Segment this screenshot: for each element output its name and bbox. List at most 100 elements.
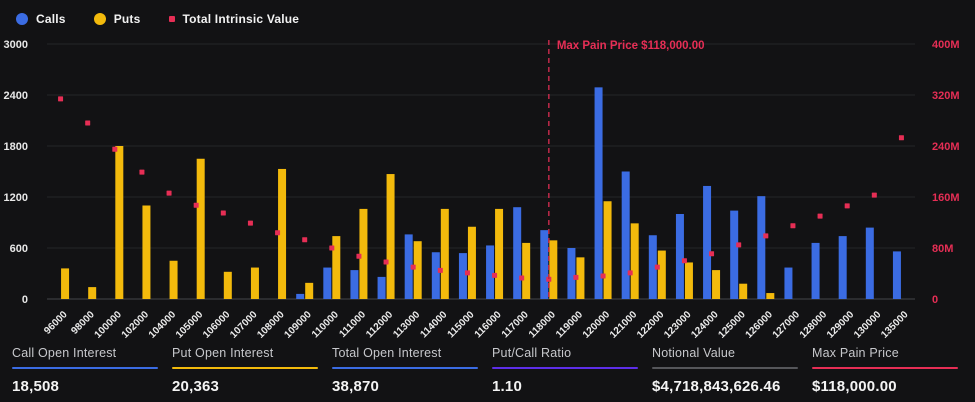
bar-puts[interactable] xyxy=(115,146,124,299)
bar-puts[interactable] xyxy=(549,240,558,299)
options-chart[interactable]: 3000 400M 2400 320M 1800 240M 1200 160M 600 80M 0 0… xyxy=(0,0,975,340)
x-axis-tick: 116000 xyxy=(473,309,504,340)
bar-calls[interactable] xyxy=(675,214,684,299)
legend-item-puts[interactable]: Puts xyxy=(93,12,141,26)
bar-calls[interactable] xyxy=(350,270,359,299)
intrinsic-value-point[interactable] xyxy=(193,202,199,208)
intrinsic-value-point[interactable] xyxy=(302,237,308,243)
intrinsic-value-point[interactable] xyxy=(464,270,470,276)
intrinsic-value-point[interactable] xyxy=(573,274,579,280)
x-axis-tick: 117000 xyxy=(500,309,531,340)
bar-puts[interactable] xyxy=(169,260,178,299)
intrinsic-value-point[interactable] xyxy=(220,210,226,216)
bar-puts[interactable] xyxy=(359,208,368,299)
bar-puts[interactable] xyxy=(332,236,341,299)
intrinsic-value-point[interactable] xyxy=(871,192,877,198)
bar-puts[interactable] xyxy=(603,201,612,299)
bar-calls[interactable] xyxy=(648,235,657,299)
bar-puts[interactable] xyxy=(684,262,693,299)
bar-calls[interactable] xyxy=(757,196,766,299)
intrinsic-value-point[interactable] xyxy=(546,276,552,282)
bar-puts[interactable] xyxy=(440,208,449,299)
bar-puts[interactable] xyxy=(576,257,585,299)
intrinsic-value-point[interactable] xyxy=(383,259,389,265)
intrinsic-value-point[interactable] xyxy=(627,270,633,276)
bar-puts[interactable] xyxy=(142,205,151,300)
x-axis-tick: 102000 xyxy=(120,309,152,340)
bar-puts[interactable] xyxy=(61,268,70,299)
bar-puts[interactable] xyxy=(522,242,531,299)
bar-puts[interactable] xyxy=(196,158,205,299)
intrinsic-value-point[interactable] xyxy=(85,120,91,126)
legend-item-calls[interactable]: Calls xyxy=(16,12,66,26)
intrinsic-value-point[interactable] xyxy=(112,146,118,152)
right-axis-tick: 320M xyxy=(932,90,960,102)
intrinsic-value-point[interactable] xyxy=(790,223,796,229)
x-axis-tick: 124000 xyxy=(689,309,721,340)
bar-calls[interactable] xyxy=(865,227,874,299)
bar-calls[interactable] xyxy=(567,248,576,299)
intrinsic-value-point[interactable] xyxy=(437,267,443,273)
bar-puts[interactable] xyxy=(739,283,748,299)
intrinsic-value-point[interactable] xyxy=(139,169,145,175)
bar-calls[interactable] xyxy=(540,230,549,299)
bar-calls[interactable] xyxy=(404,234,413,299)
intrinsic-value-point[interactable] xyxy=(763,233,769,239)
x-axis-tick: 121000 xyxy=(608,309,640,340)
bar-calls[interactable] xyxy=(892,251,901,299)
intrinsic-value-point[interactable] xyxy=(58,96,64,102)
stat-put-call-ratio: Put/Call Ratio 1.10 xyxy=(492,346,652,395)
intrinsic-value-point[interactable] xyxy=(654,264,660,270)
intrinsic-value-point[interactable] xyxy=(356,253,362,259)
intrinsic-value-point[interactable] xyxy=(247,220,253,226)
intrinsic-value-point[interactable] xyxy=(329,245,335,251)
stat-label: Put Open Interest xyxy=(172,346,274,360)
intrinsic-value-point[interactable] xyxy=(736,242,742,248)
intrinsic-value-point[interactable] xyxy=(844,203,850,209)
intrinsic-value-point[interactable] xyxy=(519,275,525,281)
bar-puts[interactable] xyxy=(467,226,476,299)
intrinsic-value-point[interactable] xyxy=(410,264,416,270)
bar-calls[interactable] xyxy=(730,210,739,299)
bar-calls[interactable] xyxy=(323,267,332,299)
bar-puts[interactable] xyxy=(88,287,97,299)
x-axis-tick: 112000 xyxy=(364,309,395,340)
intrinsic-value-point[interactable] xyxy=(817,213,823,219)
intrinsic-value-point[interactable] xyxy=(681,258,687,264)
bar-puts[interactable] xyxy=(630,223,639,299)
intrinsic-value-point[interactable] xyxy=(166,190,172,196)
bar-puts[interactable] xyxy=(712,270,721,299)
bar-calls[interactable] xyxy=(431,252,440,299)
intrinsic-value-point[interactable] xyxy=(898,135,904,141)
bar-calls[interactable] xyxy=(784,267,793,299)
bar-calls[interactable] xyxy=(594,87,603,299)
bar-calls[interactable] xyxy=(486,245,495,299)
bar-puts[interactable] xyxy=(495,208,504,299)
bar-calls[interactable] xyxy=(513,207,522,299)
bar-puts[interactable] xyxy=(413,241,422,299)
bar-puts[interactable] xyxy=(250,267,259,299)
bar-calls[interactable] xyxy=(811,242,820,299)
stat-total-open-interest: Total Open Interest 38,870 xyxy=(332,346,492,395)
intrinsic-value-point[interactable] xyxy=(709,251,715,257)
bar-calls[interactable] xyxy=(377,276,386,299)
stat-underline xyxy=(172,367,318,369)
bar-puts[interactable] xyxy=(766,293,775,299)
bar-calls[interactable] xyxy=(838,236,847,299)
bar-puts[interactable] xyxy=(386,174,395,299)
intrinsic-value-point[interactable] xyxy=(492,272,498,278)
legend-item-total-intrinsic-value[interactable]: Total Intrinsic Value xyxy=(168,12,300,26)
intrinsic-value-point[interactable] xyxy=(275,230,281,236)
bar-puts[interactable] xyxy=(278,168,287,299)
stat-label: Total Open Interest xyxy=(332,346,442,360)
bar-calls[interactable] xyxy=(703,185,712,299)
x-axis-tick: 129000 xyxy=(825,309,857,340)
bar-calls[interactable] xyxy=(621,171,630,300)
bar-puts[interactable] xyxy=(223,271,232,299)
stat-put-open-interest: Put Open Interest 20,363 xyxy=(172,346,332,395)
bar-puts[interactable] xyxy=(657,250,666,299)
bar-puts[interactable] xyxy=(305,282,314,299)
bar-calls[interactable] xyxy=(296,293,305,299)
intrinsic-value-point[interactable] xyxy=(600,273,606,279)
bar-calls[interactable] xyxy=(458,253,467,299)
